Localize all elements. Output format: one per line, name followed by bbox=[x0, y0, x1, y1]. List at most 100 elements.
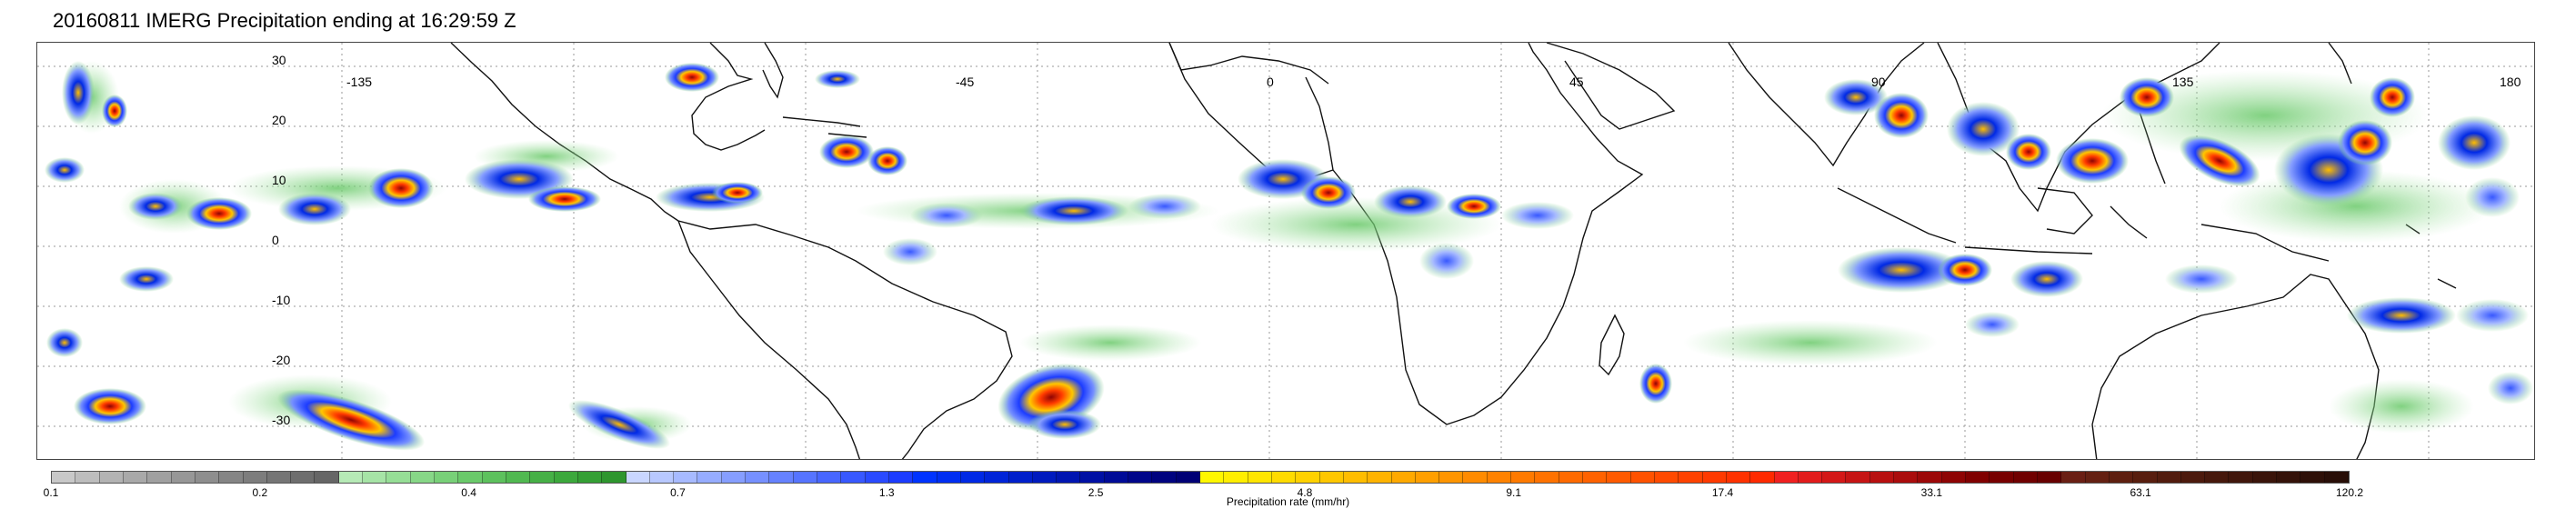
colorbar-swatch bbox=[793, 472, 817, 483]
colorbar-swatch bbox=[1032, 472, 1057, 483]
latitude-label: 20 bbox=[272, 113, 286, 127]
colorbar-swatch bbox=[577, 472, 603, 483]
colorbar-swatch bbox=[1822, 472, 1847, 483]
colorbar-swatch bbox=[52, 472, 76, 483]
colorbar-swatch bbox=[1104, 472, 1129, 483]
colorbar-label: Precipitation rate (mm/hr) bbox=[1226, 495, 1350, 508]
colorbar-tick-label: 120.2 bbox=[2335, 486, 2364, 499]
colorbar-tick-label: 4.8 bbox=[1297, 486, 1313, 499]
colorbar-swatch bbox=[649, 472, 675, 483]
colorbar-swatch bbox=[2157, 472, 2181, 483]
colorbar-swatch bbox=[602, 472, 626, 483]
colorbar-swatch bbox=[2277, 472, 2301, 483]
colorbar-swatch bbox=[530, 472, 555, 483]
longitude-label: 135 bbox=[2172, 75, 2194, 89]
colorbar-swatch bbox=[482, 472, 506, 483]
colorbar-swatch bbox=[1368, 472, 1392, 483]
colorbar-swatch bbox=[1463, 472, 1488, 483]
colorbar-swatch bbox=[1918, 472, 1942, 483]
colorbar-swatch bbox=[1271, 472, 1297, 483]
colorbar-swatch bbox=[1176, 472, 1200, 483]
colorbar-swatch bbox=[2229, 472, 2253, 483]
latitude-label: 30 bbox=[272, 53, 286, 67]
colorbar-swatch bbox=[1487, 472, 1512, 483]
colorbar-swatch bbox=[363, 472, 387, 483]
longitude-labels: -135 -45 0 45 90 135 180 bbox=[346, 75, 2521, 89]
longitude-label: 180 bbox=[2500, 75, 2521, 89]
colorbar-swatch bbox=[195, 472, 220, 483]
colorbar-swatch bbox=[1607, 472, 1631, 483]
colorbar-swatch bbox=[2085, 472, 2110, 483]
colorbar-tick-label: 0.1 bbox=[43, 486, 59, 499]
colorbar-swatch bbox=[554, 472, 578, 483]
colorbar-swatch bbox=[1679, 472, 1703, 483]
longitude-label: 45 bbox=[1569, 75, 1584, 89]
colorbar-swatch bbox=[1057, 472, 1081, 483]
colorbar-swatch bbox=[123, 472, 148, 483]
colorbar-swatch bbox=[1343, 472, 1368, 483]
colorbar-swatch bbox=[2300, 472, 2325, 483]
colorbar-swatch bbox=[1439, 472, 1464, 483]
colorbar-swatch bbox=[386, 472, 411, 483]
colorbar-tick-label: 0.2 bbox=[252, 486, 268, 499]
longitude-label: 0 bbox=[1267, 75, 1274, 89]
colorbar-swatch bbox=[1583, 472, 1608, 483]
colorbar-swatch bbox=[769, 472, 794, 483]
longitude-label: 90 bbox=[1871, 75, 1886, 89]
colorbar-swatch bbox=[291, 472, 316, 483]
latitude-label: -10 bbox=[272, 293, 290, 307]
latitude-labels: 30 20 10 0 -10 -20 -30 bbox=[272, 53, 290, 427]
colorbar-swatch bbox=[2037, 472, 2062, 483]
colorbar-tick-label: 0.4 bbox=[461, 486, 476, 499]
colorbar-tick-label: 2.5 bbox=[1088, 486, 1104, 499]
colorbar-swatch bbox=[1391, 472, 1416, 483]
colorbar-swatch bbox=[841, 472, 866, 483]
colorbar-tick-label: 0.7 bbox=[670, 486, 686, 499]
latitude-label: 10 bbox=[272, 173, 286, 187]
colorbar-swatch bbox=[721, 472, 747, 483]
latitude-label: -20 bbox=[272, 353, 290, 367]
colorbar-swatch bbox=[1966, 472, 1990, 483]
colorbar-tick-label: 17.4 bbox=[1711, 486, 1734, 499]
colorbar-swatch bbox=[1894, 472, 1919, 483]
colorbar-swatch bbox=[1630, 472, 1655, 483]
colorbar-swatch bbox=[913, 472, 937, 483]
precipitation-map: -135 -45 0 45 90 135 180 30 20 10 0 -10 -20 -30 bbox=[36, 42, 2535, 460]
colorbar-swatch bbox=[985, 472, 1009, 483]
colorbar-swatch bbox=[338, 472, 364, 483]
colorbar-swatch bbox=[1248, 472, 1272, 483]
colorbar-swatch bbox=[1941, 472, 1966, 483]
colorbar-swatch bbox=[888, 472, 914, 483]
colorbar-swatch bbox=[435, 472, 459, 483]
colorbar-swatch bbox=[1990, 472, 2014, 483]
colorbar-swatch bbox=[171, 472, 195, 483]
colorbar-swatch bbox=[626, 472, 650, 483]
colorbar-swatch bbox=[506, 472, 531, 483]
colorbar-swatch bbox=[2205, 472, 2230, 483]
colorbar-swatch bbox=[674, 472, 698, 483]
colorbar-swatch bbox=[1319, 472, 1344, 483]
colorbar-swatch bbox=[1200, 472, 1225, 483]
colorbar-tick-label: 1.3 bbox=[878, 486, 895, 499]
colorbar-swatch bbox=[315, 472, 339, 483]
colorbar-swatch bbox=[219, 472, 244, 483]
colorbar-swatch bbox=[1152, 472, 1177, 483]
colorbar-swatch bbox=[147, 472, 172, 483]
colorbar-swatch bbox=[1415, 472, 1440, 483]
colorbar-swatch bbox=[266, 472, 292, 483]
colorbar-swatch bbox=[2013, 472, 2038, 483]
colorbar-swatch bbox=[1774, 472, 1799, 483]
colorbar-swatch bbox=[697, 472, 722, 483]
colorbar-swatch bbox=[99, 472, 124, 483]
colorbar-swatch bbox=[1224, 472, 1248, 483]
latitude-label: -30 bbox=[272, 413, 290, 427]
colorbar-swatch bbox=[458, 472, 483, 483]
colorbar-swatch bbox=[960, 472, 986, 483]
colorbar-swatch bbox=[1511, 472, 1536, 483]
colorbar-swatch bbox=[2061, 472, 2086, 483]
colorbar bbox=[51, 471, 2350, 484]
colorbar-tick-label: 33.1 bbox=[1920, 486, 1943, 499]
longitude-label: -45 bbox=[956, 75, 974, 89]
colorbar-tick-label: 9.1 bbox=[1506, 486, 1522, 499]
colorbar-ticks: 0.1 0.2 0.4 0.7 1.3 2.5 4.8 9.1 17.4 33.1 63.1 120.… bbox=[44, 486, 2363, 501]
